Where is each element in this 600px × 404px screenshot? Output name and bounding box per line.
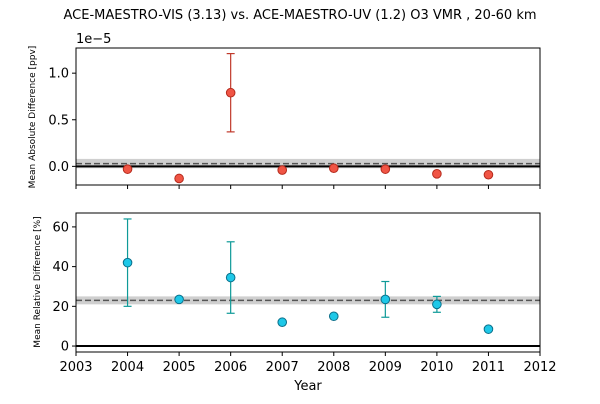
bottom-mean-band — [76, 296, 540, 305]
top-data-point — [174, 173, 184, 184]
bottom-data-point — [122, 257, 133, 268]
bottom-xtick-label: 2007 — [266, 360, 299, 375]
bottom-xtick-label: 2008 — [317, 360, 350, 375]
top-data-point — [225, 87, 236, 98]
bottom-xtick-label: 2010 — [420, 360, 453, 375]
bottom-axes-frame — [75, 212, 541, 353]
bottom-xtick-label: 2006 — [214, 360, 247, 375]
top-data-point — [432, 169, 442, 179]
top-data-point — [277, 165, 288, 175]
bottom-data-point — [483, 324, 494, 334]
bottom-xtick-label: 2012 — [523, 360, 556, 375]
bottom-xtick-label: 2005 — [163, 360, 196, 375]
bottom-ytick-label: 40 — [52, 260, 69, 275]
figure-title: ACE-MAESTRO-VIS (3.13) vs. ACE-MAESTRO-U… — [63, 8, 536, 23]
bottom-panel: Mean Relative Difference [%] Year 0 20 40 6… — [33, 212, 557, 394]
bottom-data-point — [225, 272, 236, 283]
bottom-data-point — [277, 317, 288, 328]
bottom-ylabel: Mean Relative Difference [%] — [33, 216, 43, 347]
top-ytick-label: 0.5 — [48, 113, 69, 128]
bottom-ytick-label: 0 — [61, 340, 69, 355]
top-ytick-label: 1.0 — [48, 67, 69, 82]
top-mean-band — [76, 158, 540, 169]
bottom-ytick-label: 60 — [52, 220, 69, 235]
bottom-xtick-label: 2009 — [369, 360, 402, 375]
top-panel: 1e−5 Mean Absolute Difference [ppv] 0.0 0… — [28, 32, 541, 189]
top-axes-frame — [75, 47, 541, 186]
top-data-point — [380, 164, 391, 174]
bottom-xtick-label: 2011 — [472, 360, 505, 375]
top-data-point — [328, 163, 339, 174]
bottom-xtick-label: 2003 — [59, 360, 92, 375]
top-data-point — [483, 169, 494, 180]
bottom-xlabel: Year — [293, 379, 322, 394]
top-offset-text: 1e−5 — [76, 32, 111, 47]
bottom-data-point — [380, 294, 391, 305]
top-ytick-label: 0.0 — [48, 160, 69, 175]
top-ylabel: Mean Absolute Difference [ppv] — [28, 46, 38, 189]
bottom-xtick-label: 2004 — [111, 360, 144, 375]
bottom-data-point — [174, 294, 184, 305]
top-data-point — [122, 164, 133, 174]
bottom-data-point — [432, 299, 442, 310]
bottom-ytick-label: 20 — [52, 300, 69, 315]
bottom-data-point — [328, 311, 339, 322]
